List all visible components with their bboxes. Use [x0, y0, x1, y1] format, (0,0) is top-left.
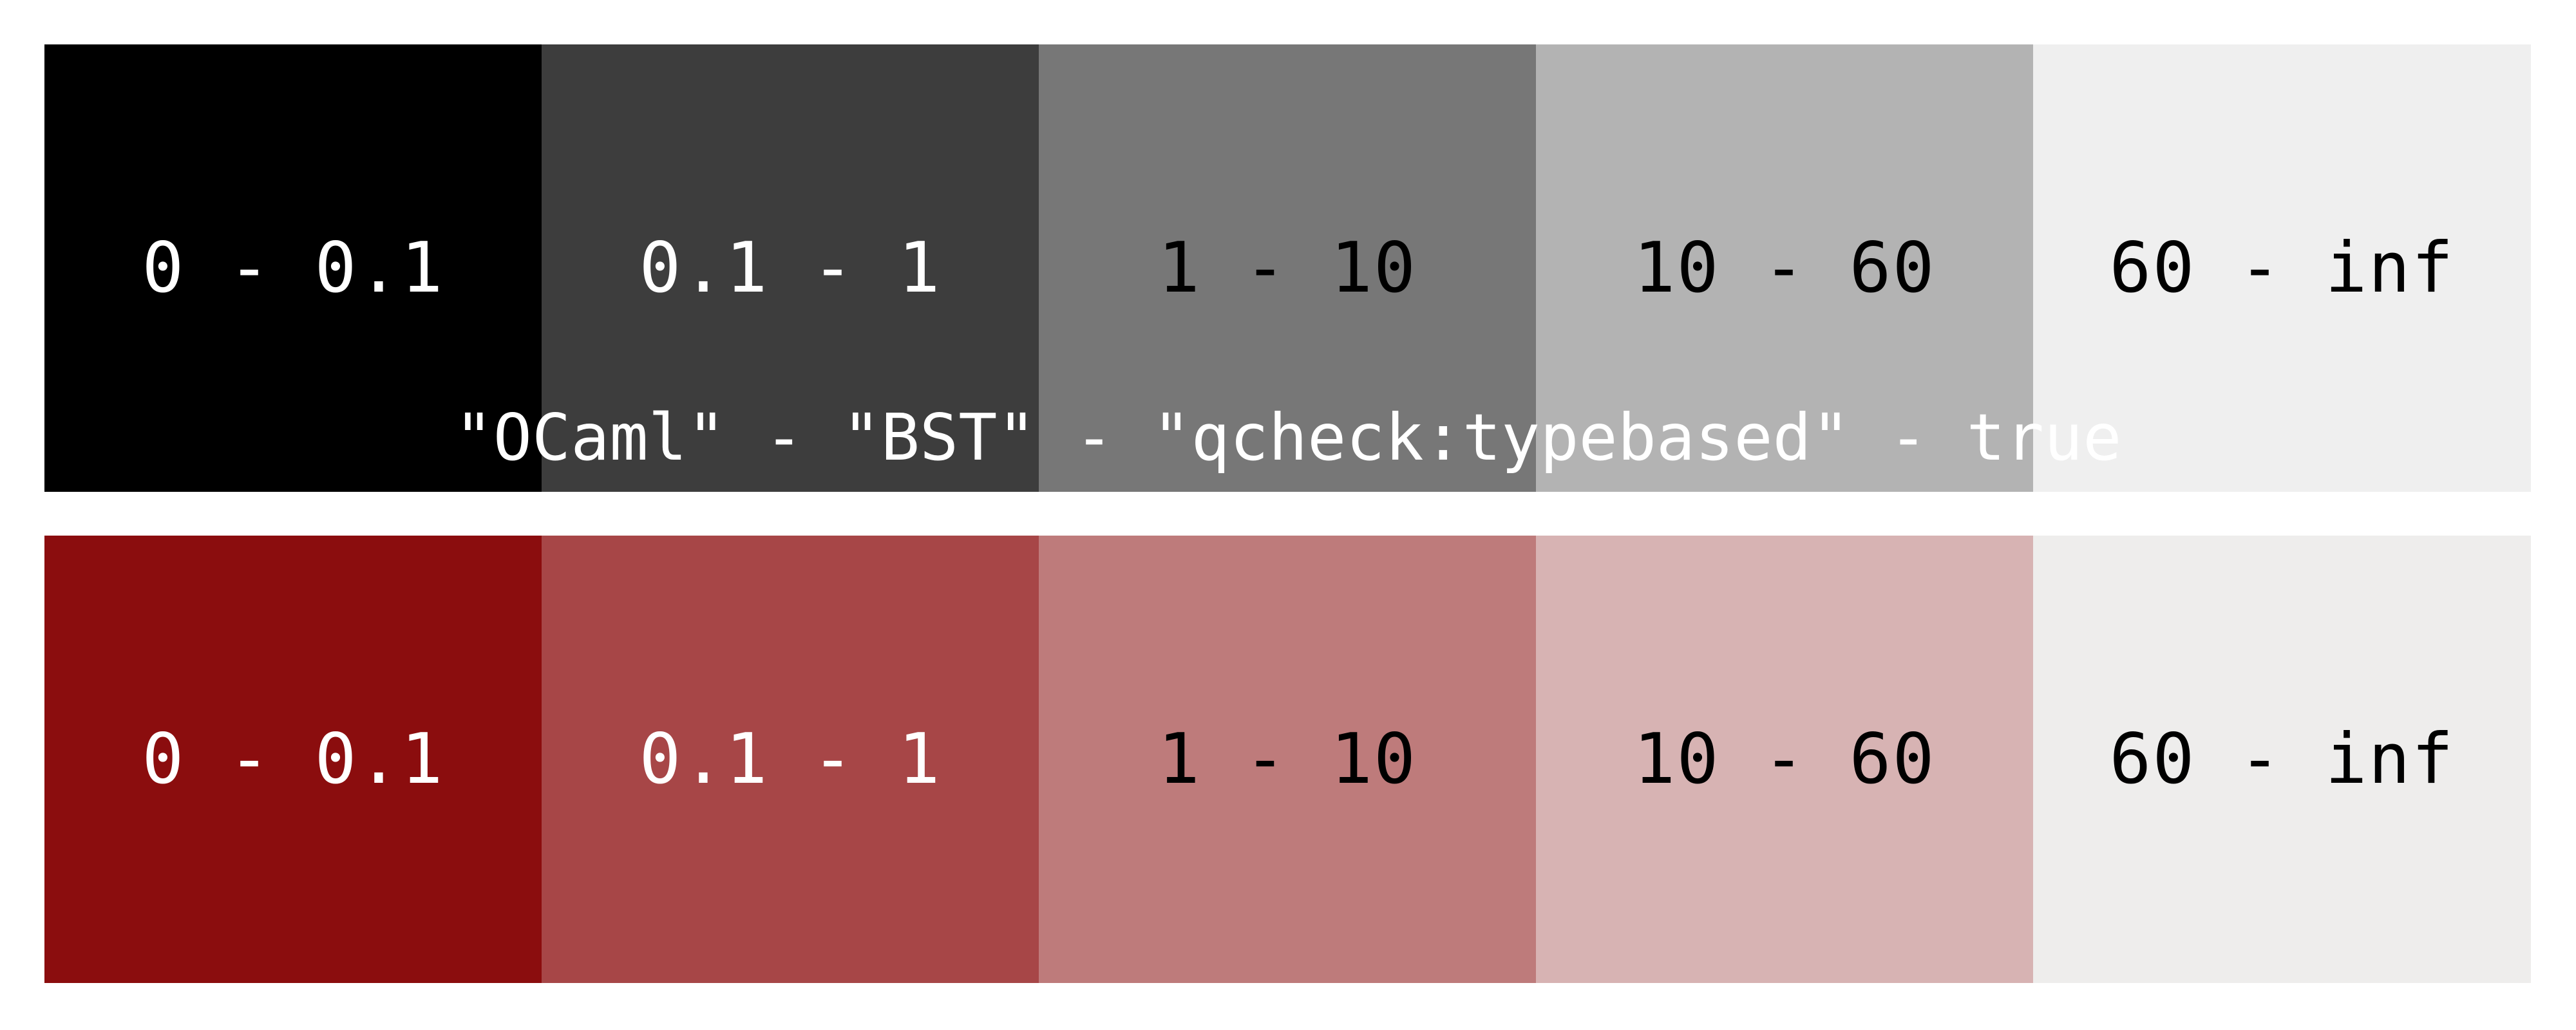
swatch-label: 0 - 0.1: [142, 228, 444, 308]
gray-swatch: 60 - inf: [2033, 44, 2531, 492]
swatch-label: 60 - inf: [2109, 228, 2455, 308]
red-swatch: 10 - 60: [1536, 536, 2033, 983]
swatch-label: 1 - 10: [1157, 228, 1417, 308]
swatch-label: 60 - inf: [2109, 719, 2455, 800]
gray-swatch: 0 - 0.1: [44, 44, 542, 492]
gray-swatch: 0.1 - 1: [542, 44, 1039, 492]
swatch-label: 0.1 - 1: [639, 228, 942, 308]
swatch-label: 10 - 60: [1633, 228, 1936, 308]
red-swatch: 0.1 - 1: [542, 536, 1039, 983]
gray-swatch: 10 - 60: [1536, 44, 2033, 492]
red-swatch: 0 - 0.1: [44, 536, 542, 983]
red-scale-row: 0 - 0.1 0.1 - 1 1 - 10 10 - 60 60 - inf: [44, 536, 2531, 983]
gray-scale-row: 0 - 0.1 0.1 - 1 1 - 10 10 - 60 60 - inf: [44, 44, 2531, 492]
swatch-label: 0 - 0.1: [142, 719, 444, 800]
swatch-label: 0.1 - 1: [639, 719, 942, 800]
swatch-label: 1 - 10: [1157, 719, 1417, 800]
gray-swatch: 1 - 10: [1039, 44, 1536, 492]
red-swatch: 60 - inf: [2033, 536, 2531, 983]
configuration-caption: "OCaml" - "BST" - "qcheck:typebased" - t…: [454, 400, 2122, 475]
red-swatch: 1 - 10: [1039, 536, 1536, 983]
swatch-label: 10 - 60: [1633, 719, 1936, 800]
